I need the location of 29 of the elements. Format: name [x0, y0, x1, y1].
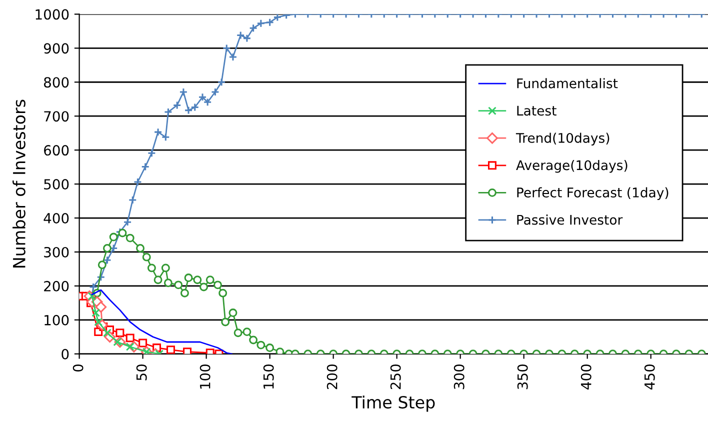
x-tick-label: 100 — [200, 364, 210, 389]
x-tick-label: 150 — [263, 364, 274, 389]
y-axis-title: Number of Investors — [12, 100, 26, 268]
y-tick-label: 0 — [62, 348, 69, 360]
y-tick-label: 100 — [44, 314, 69, 326]
x-tick-label: 350 — [517, 364, 528, 390]
y-tick-label: 800 — [44, 77, 69, 88]
legend-label: Perfect Forecast (1day) — [517, 187, 668, 200]
x-tick-label: 450 — [644, 364, 655, 390]
x-tick-label: 50 — [136, 364, 147, 380]
x-tick-label: 300 — [454, 364, 464, 390]
x-tick-label: 400 — [580, 364, 592, 390]
y-tick-label: 200 — [44, 280, 69, 292]
y-tick-label: 600 — [44, 145, 69, 156]
legend-label: Trend(10days) — [516, 132, 610, 146]
legend-label: Passive Investor — [517, 214, 623, 225]
y-tick-label: 300 — [44, 246, 69, 258]
y-tick-label: 500 — [44, 179, 69, 190]
legend-label: Fundamentalist — [517, 78, 618, 88]
y-tick-label: 1000 — [36, 9, 69, 20]
legend-label: Latest — [517, 106, 556, 116]
legend-label: Average(10days) — [516, 160, 628, 173]
y-tick-label: 700 — [44, 111, 69, 122]
x-tick-label: 200 — [326, 364, 338, 390]
x-tick-label: 0 — [72, 364, 84, 372]
y-tick-label: 900 — [44, 43, 69, 54]
y-tick-label: 400 — [44, 212, 69, 224]
x-axis-title: Time Step — [352, 396, 435, 412]
x-tick-label: 250 — [390, 364, 401, 390]
